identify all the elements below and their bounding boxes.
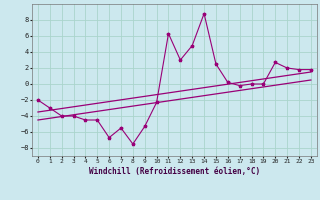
X-axis label: Windchill (Refroidissement éolien,°C): Windchill (Refroidissement éolien,°C) bbox=[89, 167, 260, 176]
